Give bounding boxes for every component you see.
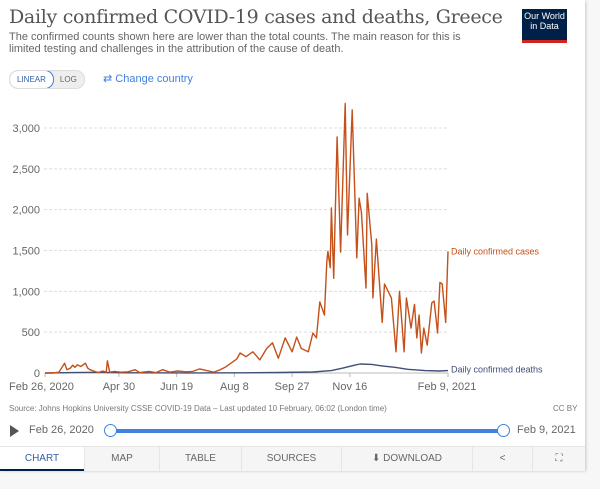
- x-tick-label: Aug 8: [220, 381, 249, 393]
- tab-table[interactable]: TABLE: [159, 447, 241, 471]
- logo-text: Our World in Data: [524, 11, 565, 31]
- tab-chart[interactable]: CHART: [0, 447, 84, 471]
- timeline-start-handle[interactable]: [104, 424, 117, 437]
- x-tick-label: Apr 30: [103, 381, 135, 393]
- license-link[interactable]: CC BY: [553, 404, 578, 413]
- share-button[interactable]: <: [472, 447, 532, 471]
- deaths-series-line: [44, 363, 449, 374]
- x-tick-label: Feb 26, 2020: [9, 381, 74, 393]
- y-tick-label: 2,500: [12, 164, 40, 176]
- fullscreen-icon: ⛶: [555, 453, 563, 464]
- share-icon: <: [499, 453, 506, 464]
- chart-title: Daily confirmed COVID-19 cases and death…: [9, 6, 503, 28]
- fullscreen-button[interactable]: ⛶: [532, 447, 585, 471]
- tab-sources[interactable]: SOURCES: [241, 447, 341, 471]
- y-tick-label: 0: [34, 368, 40, 380]
- timeline-end-handle[interactable]: [497, 424, 510, 437]
- y-tick-label: 1,000: [12, 286, 40, 298]
- timeline-slider-track[interactable]: [110, 429, 503, 433]
- play-icon[interactable]: [10, 425, 19, 437]
- x-tick-label: Nov 16: [332, 381, 367, 393]
- deaths-legend-label: Daily confirmed deaths: [451, 365, 543, 375]
- source-text: Source: Johns Hopkins University CSSE CO…: [9, 404, 387, 413]
- y-tick-label: 500: [22, 327, 40, 339]
- owid-logo[interactable]: Our World in Data: [522, 9, 567, 43]
- tab-map[interactable]: MAP: [84, 447, 159, 471]
- scale-toggle[interactable]: LINEAR LOG: [9, 70, 85, 89]
- linear-button[interactable]: LINEAR: [9, 71, 54, 88]
- y-tick-label: 1,500: [12, 246, 40, 258]
- chart-subtitle: The confirmed counts shown here are lowe…: [9, 31, 461, 55]
- cases-legend-label: Daily confirmed cases: [451, 246, 540, 256]
- cases-series-line: [45, 102, 449, 374]
- change-country-link[interactable]: ⇄ Change country: [103, 73, 193, 85]
- timeline-end-label: Feb 9, 2021: [517, 424, 576, 436]
- x-tick-label: Jun 19: [160, 381, 193, 393]
- timeline-start-label: Feb 26, 2020: [29, 424, 94, 436]
- y-tick-label: 2,000: [12, 205, 40, 217]
- chart-card: Daily confirmed COVID-19 cases and death…: [0, 6, 585, 471]
- x-tick-label: Feb 9, 2021: [418, 381, 477, 393]
- x-tick-label: Sep 27: [275, 381, 310, 393]
- tab-download[interactable]: ⬇ DOWNLOAD: [341, 447, 472, 471]
- line-chart: 0 500 1,000 1,500 2,000 2,500 3,000 Feb 26, 202…: [9, 102, 543, 393]
- log-button[interactable]: LOG: [59, 75, 77, 84]
- tab-bar: CHART MAP TABLE SOURCES ⬇ DOWNLOAD < ⛶: [0, 446, 585, 471]
- y-tick-label: 3,000: [12, 123, 40, 135]
